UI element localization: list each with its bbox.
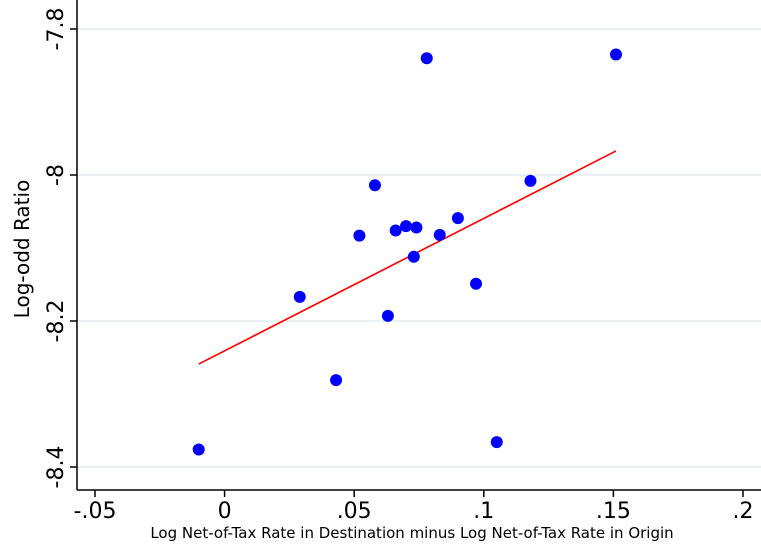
y-tick-label: -7.8 — [44, 8, 69, 51]
scatter-point — [400, 220, 413, 233]
ticks-layer: -8.4 -8.2 -8 -7.8 -.05 0 .05 .1 .15 .2 — [44, 8, 754, 524]
scatter-point — [368, 179, 381, 192]
y-tick-label: -8.4 — [44, 446, 69, 489]
scatter-point — [381, 309, 394, 322]
y-tick-label: -8.2 — [44, 300, 69, 343]
scatter-point — [330, 374, 343, 387]
scatter-point — [353, 229, 366, 242]
y-axis-title: Log-odd Ratio — [10, 180, 34, 319]
grid-layer — [77, 28, 761, 468]
fit-line — [198, 150, 617, 365]
scatter-point — [293, 290, 306, 303]
y-tick-label: -8 — [44, 164, 69, 186]
x-tick-label: -.05 — [74, 499, 117, 524]
scatter-point — [451, 212, 464, 225]
x-tick-label: 0 — [218, 499, 232, 524]
scatter-point — [470, 277, 483, 290]
scatter-point — [524, 174, 537, 187]
scatter-point — [433, 228, 446, 241]
x-tick-label: .2 — [733, 499, 754, 524]
x-axis-title: Log Net-of-Tax Rate in Destination minus… — [150, 524, 673, 542]
scatter-point — [420, 52, 433, 65]
x-tick-label: .05 — [337, 499, 372, 524]
fit-line-layer — [198, 150, 617, 365]
points-layer — [192, 48, 622, 456]
scatter-point — [490, 436, 503, 449]
scatter-point — [410, 221, 423, 234]
x-tick-label: .1 — [473, 499, 494, 524]
scatter-point — [389, 224, 402, 237]
scatter-point — [609, 48, 622, 61]
scatter-point — [192, 443, 205, 456]
axes-layer — [76, 0, 761, 491]
scatter-point — [407, 250, 420, 263]
x-tick-label: .15 — [596, 499, 631, 524]
